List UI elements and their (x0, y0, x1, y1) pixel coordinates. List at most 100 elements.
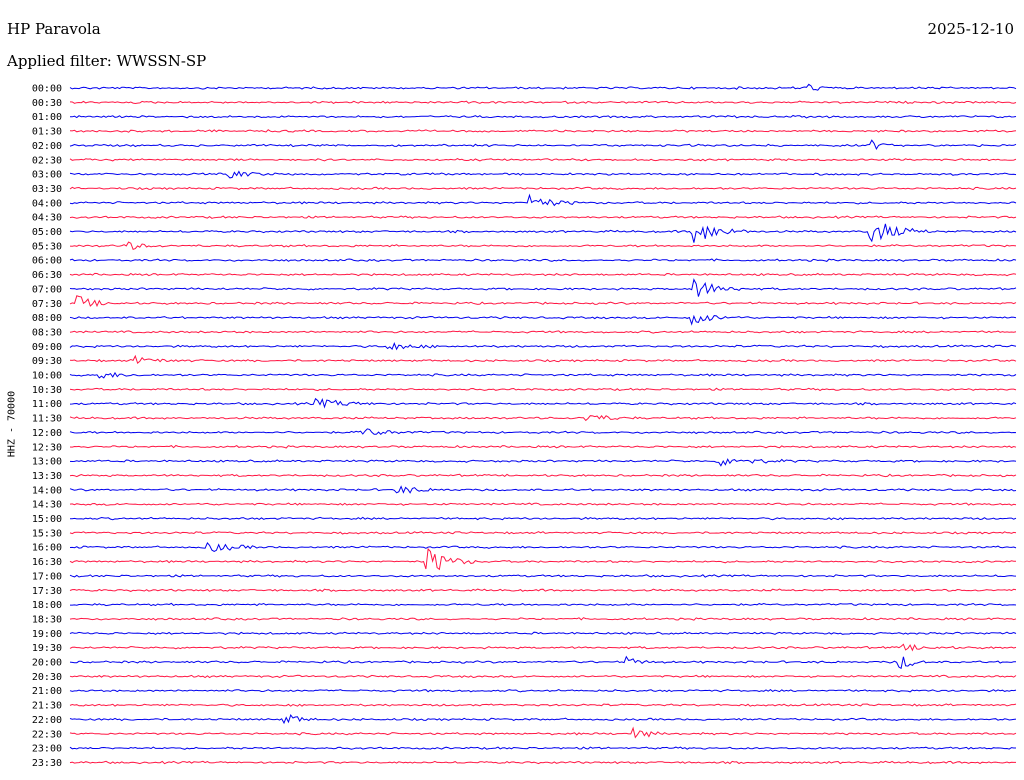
time-label: 21:00 (32, 686, 62, 697)
time-label: 21:30 (32, 701, 62, 712)
trace-line (69, 458, 1017, 467)
trace-line (69, 688, 1017, 693)
time-label: 03:30 (32, 184, 62, 195)
time-label: 08:00 (32, 313, 62, 324)
trace-line (69, 726, 1017, 739)
time-label: 16:30 (32, 557, 62, 568)
time-label: 11:00 (32, 399, 62, 410)
date-label: 2025-12-10 (927, 20, 1014, 38)
time-label: 12:00 (32, 428, 62, 439)
time-label: 14:30 (32, 500, 62, 511)
station-name: HP Paravola (7, 20, 101, 38)
trace-line (70, 114, 1017, 119)
trace-line (69, 631, 1017, 636)
time-label: 07:00 (32, 284, 62, 295)
trace-line (69, 83, 1017, 91)
time-label: 09:30 (32, 356, 62, 367)
time-label: 01:00 (32, 112, 62, 123)
time-label: 10:30 (32, 385, 62, 396)
trace-line (69, 387, 1017, 392)
time-label: 23:30 (32, 758, 62, 769)
time-label: 07:30 (32, 299, 62, 310)
trace-line (69, 258, 1017, 262)
trace-line (69, 547, 1016, 571)
time-label: 08:30 (32, 327, 62, 338)
time-label: 19:00 (32, 629, 62, 640)
time-label: 10:00 (32, 371, 62, 382)
time-label: 17:30 (32, 586, 62, 597)
time-label: 01:30 (32, 127, 62, 138)
trace-line (69, 158, 1017, 162)
trace-line (69, 674, 1017, 679)
trace-line (69, 444, 1017, 449)
time-label: 06:30 (32, 270, 62, 281)
trace-line (69, 502, 1017, 506)
time-label: 00:30 (32, 98, 62, 109)
trace-line (69, 414, 1017, 422)
trace-line (69, 354, 1017, 364)
trace-line (69, 314, 1017, 326)
trace-line (69, 278, 1017, 297)
time-label: 13:00 (32, 457, 62, 468)
trace-line (69, 428, 1017, 435)
trace-line (69, 541, 1017, 552)
trace-line (69, 330, 1017, 334)
trace-line (69, 655, 1017, 670)
time-label: 06:00 (32, 256, 62, 267)
time-label: 23:00 (32, 744, 62, 755)
trace-line (69, 295, 1017, 308)
time-label: 04:00 (32, 198, 62, 209)
time-label: 22:30 (32, 729, 62, 740)
trace-line (69, 223, 1017, 243)
time-label: 16:00 (32, 543, 62, 554)
time-label: 05:00 (32, 227, 62, 238)
trace-line (69, 170, 1017, 179)
trace-line (69, 588, 1017, 593)
time-label: 22:00 (32, 715, 62, 726)
trace-line (69, 371, 1017, 379)
time-label: 02:30 (32, 155, 62, 166)
trace-line (69, 703, 1017, 707)
trace-line (69, 473, 1017, 478)
time-label: 05:30 (32, 241, 62, 252)
trace-line (69, 485, 1017, 494)
trace-line (69, 186, 1017, 191)
trace-line (69, 100, 1017, 105)
time-label: 18:00 (32, 600, 62, 611)
time-label: 19:30 (32, 643, 62, 654)
trace-line (69, 643, 1017, 652)
trace-line (69, 215, 1017, 220)
time-label: 20:00 (32, 658, 62, 669)
time-label: 12:30 (32, 442, 62, 453)
time-label: 02:00 (32, 141, 62, 152)
trace-line (69, 193, 1017, 207)
trace-line (70, 602, 1017, 607)
time-label: 15:30 (32, 528, 62, 539)
trace-line (69, 516, 1017, 521)
applied-filter: Applied filter: WWSSN-SP (7, 52, 207, 70)
time-label: 04:30 (32, 213, 62, 224)
trace-line (69, 241, 1017, 251)
time-label: 17:00 (32, 571, 62, 582)
trace-line (69, 760, 1016, 765)
time-label: 11:30 (32, 414, 62, 425)
trace-line (69, 397, 1017, 409)
time-label: 15:00 (32, 514, 62, 525)
trace-line (69, 342, 1017, 351)
time-label: 03:00 (32, 170, 62, 181)
trace-line (69, 574, 1017, 578)
time-label: 18:30 (32, 614, 62, 625)
time-label: 00:00 (32, 84, 62, 95)
trace-line (69, 617, 1017, 621)
trace-line (69, 714, 1017, 725)
trace-line (69, 129, 1017, 133)
time-label: 14:00 (32, 485, 62, 496)
trace-line (69, 746, 1016, 750)
time-label: 20:30 (32, 672, 62, 683)
trace-line (69, 139, 1017, 150)
trace-line (69, 531, 1017, 535)
time-label: 13:30 (32, 471, 62, 482)
time-label: 09:00 (32, 342, 62, 353)
trace-line (69, 272, 1017, 277)
